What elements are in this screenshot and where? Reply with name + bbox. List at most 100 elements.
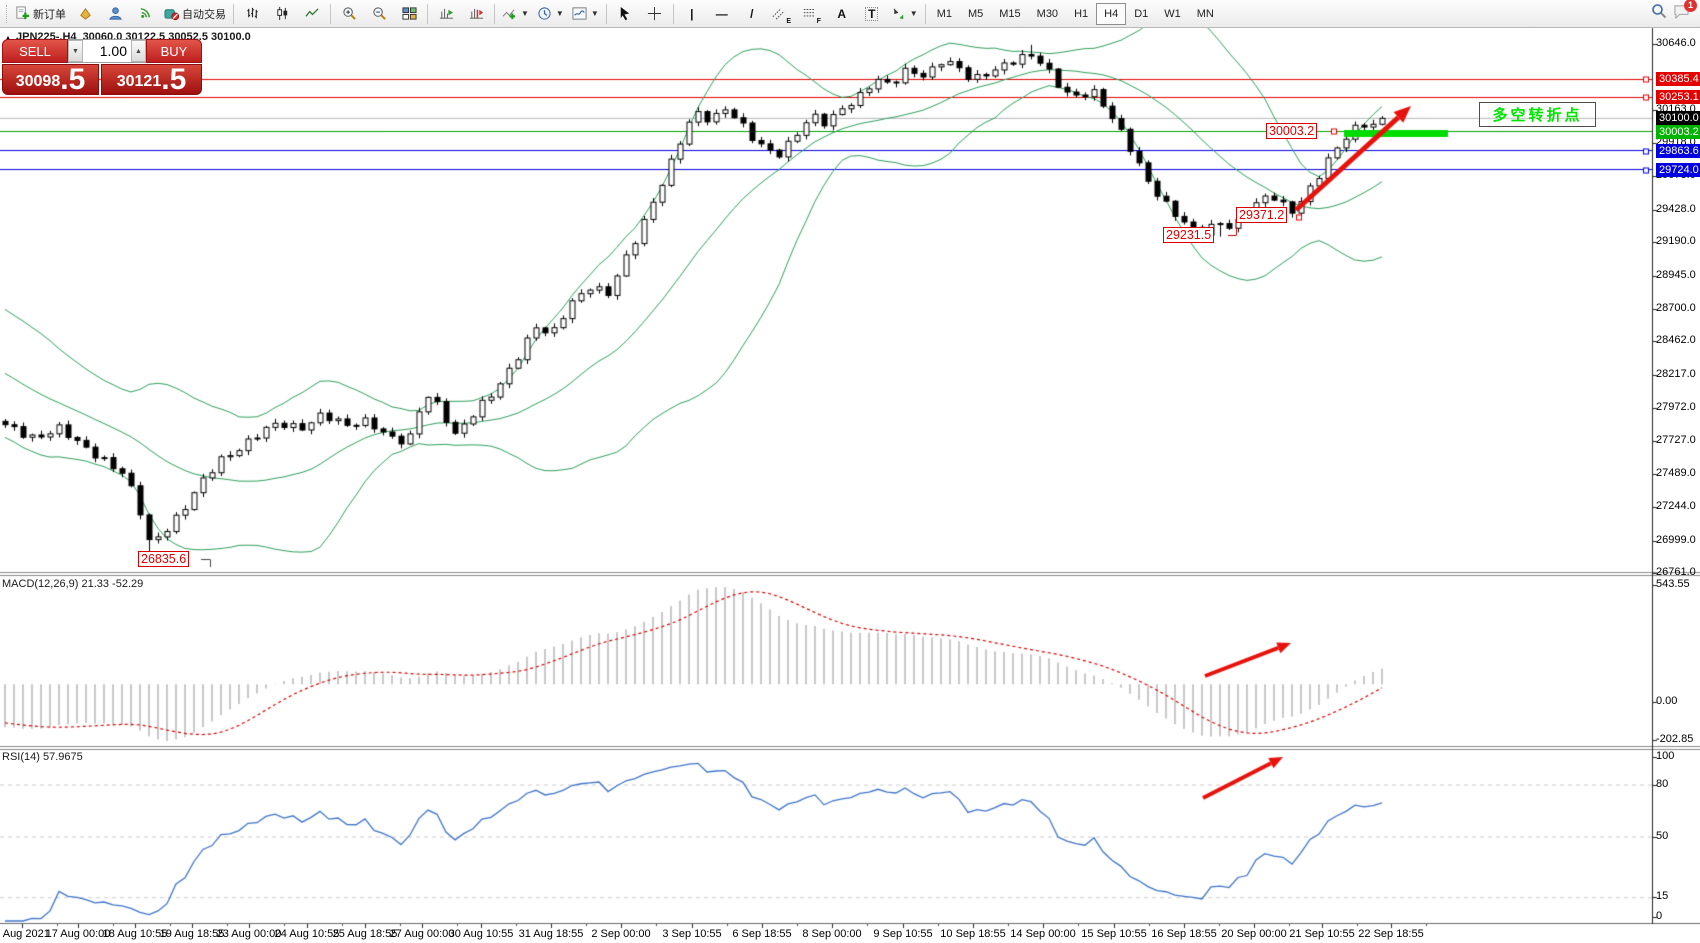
axis-price-label: 30646.0 [1656, 37, 1696, 49]
chart-shift-icon [469, 6, 484, 21]
turning-point-note[interactable]: 多空转折点 [1479, 102, 1596, 127]
date-label: 30 Aug 10:55 [448, 928, 514, 940]
sell-price-display[interactable]: 30098.5 [2, 63, 100, 96]
toolbar-right-group: 1 [1651, 0, 1697, 24]
volume-stepper: ▼ 1.00 ▲ [68, 39, 146, 63]
toolbar-grip [6, 4, 9, 23]
axis-price-label: 15 [1656, 890, 1669, 902]
timeframe-button-w1[interactable]: W1 [1164, 7, 1181, 20]
buy-button[interactable]: BUY [146, 39, 202, 63]
one-click-trade-panel: SELL ▼ 1.00 ▲ BUY 30098.5 30121.5 [2, 39, 202, 95]
timeframe-button-d1[interactable]: D1 [1134, 7, 1149, 20]
axis-price-label: 28217.0 [1656, 367, 1696, 380]
arrows-tool-button[interactable]: ▼ [887, 2, 922, 26]
buy-price-main: 30121 [116, 73, 162, 90]
channel-tag: E [786, 17, 792, 25]
tile-windows-button[interactable] [394, 2, 424, 26]
text-label-tool-button[interactable]: T [857, 2, 887, 26]
trendline-tool-button[interactable]: / [737, 2, 767, 26]
bar-chart-button[interactable] [237, 2, 267, 26]
templates-dropdown-caret[interactable]: ▼ [590, 9, 599, 18]
date-label: 23 Aug 00:00 [216, 928, 282, 940]
text-label-icon: T [865, 6, 879, 21]
auto-scroll-button[interactable] [431, 2, 461, 26]
date-label: 22 Sep 18:55 [1358, 928, 1424, 940]
chat-button[interactable]: 1 [1673, 0, 1697, 24]
new-order-button[interactable]: 新订单 [11, 2, 70, 26]
timeframe-button-mn[interactable]: MN [1196, 7, 1214, 20]
zoom-out-button[interactable] [364, 2, 394, 26]
date-label: 3 Sep 10:55 [662, 928, 722, 940]
date-label: 10 Sep 18:55 [940, 928, 1006, 940]
price-annotation-aug-low[interactable]: 26835.6 [138, 551, 190, 567]
toolbar-separator [494, 3, 495, 24]
date-label: 25 Aug 18:55 [332, 928, 398, 940]
buy-price-pip: .5 [161, 63, 187, 96]
date-label: 14 Sep 00:00 [1010, 928, 1076, 940]
crosshair-icon [647, 6, 662, 21]
indicators-dropdown-caret[interactable]: ▼ [521, 9, 529, 18]
sell-price-pip: .5 [60, 63, 86, 96]
axis-price-label: -202.85 [1656, 733, 1694, 745]
timeframe-button-m30[interactable]: M30 [1036, 7, 1059, 20]
date-label: 21 Sep 10:55 [1289, 928, 1355, 940]
axis-price-label: 0 [1656, 910, 1663, 922]
date-label: 20 Sep 00:00 [1221, 928, 1287, 940]
crosshair-tool-button[interactable] [640, 2, 670, 26]
price-annotation-sep21-low[interactable]: 29371.2 [1236, 207, 1288, 223]
axis-price-label: 28700.0 [1656, 301, 1696, 314]
axis-line-price-label: 30100.0 [1656, 111, 1700, 126]
axis-line-price-label: 29724.0 [1656, 162, 1700, 177]
volume-value[interactable]: 1.00 [83, 40, 131, 62]
cursor-tool-button[interactable] [610, 2, 640, 26]
tile-windows-icon [401, 6, 417, 21]
vertical-line-icon: | [690, 6, 694, 21]
price-annotation-pivot[interactable]: 30003.2 [1266, 123, 1318, 139]
main-toolbar: 新订单 自动交易 [0, 0, 1700, 28]
channel-tool-button[interactable]: E [767, 2, 797, 26]
periods-dropdown-caret[interactable]: ▼ [555, 9, 564, 18]
collapse-icon[interactable]: ▴ [6, 32, 11, 42]
toolbar-separator [427, 3, 428, 24]
volume-increase-button[interactable]: ▲ [131, 40, 146, 62]
profile-icon [108, 6, 123, 21]
text-tool-button[interactable]: A [827, 2, 857, 26]
volume-decrease-button[interactable]: ▼ [68, 40, 83, 62]
periods-button[interactable]: ▼ [533, 2, 568, 26]
line-chart-button[interactable] [297, 2, 327, 26]
chat-badge: 1 [1684, 0, 1697, 12]
horizontal-line-tool-button[interactable]: — [707, 2, 737, 26]
date-label: 9 Sep 10:55 [873, 928, 933, 940]
chart-shift-button[interactable] [461, 2, 491, 26]
signals-icon [138, 6, 153, 21]
timeframe-button-m5[interactable]: M5 [967, 7, 984, 20]
templates-icon [572, 6, 587, 21]
axis-line-price-label: 29863.6 [1656, 143, 1700, 158]
candlestick-button[interactable] [267, 2, 297, 26]
fibonacci-tool-button[interactable]: F [797, 2, 827, 26]
timeframe-button-m15[interactable]: M15 [999, 7, 1021, 20]
rsi-indicator-label: RSI(14) 57.9675 [2, 751, 83, 763]
timeframe-button-h1[interactable]: H1 [1074, 7, 1089, 20]
signals-button[interactable] [130, 2, 160, 26]
auto-trading-button[interactable]: 自动交易 [160, 2, 230, 26]
templates-button[interactable]: ▼ [568, 2, 603, 26]
zoom-in-button[interactable] [334, 2, 364, 26]
history-center-button[interactable] [70, 2, 100, 26]
indicators-button[interactable]: ▼ [498, 2, 533, 26]
price-annotation-sep20-low[interactable]: 29231.5 [1163, 227, 1215, 243]
timeframe-button-m1[interactable]: M1 [936, 7, 952, 20]
equidistant-channel-icon [772, 7, 785, 20]
sell-button[interactable]: SELL [2, 39, 68, 63]
axis-price-label: 26761.0 [1656, 566, 1696, 578]
buy-price-display[interactable]: 30121.5 [101, 64, 202, 95]
axis-line-price-label: 30385.4 [1656, 72, 1700, 87]
auto-trading-icon [164, 6, 179, 21]
profile-button[interactable] [100, 2, 130, 26]
timeframe-button-h4[interactable]: H4 [1096, 2, 1127, 25]
arrows-dropdown-caret[interactable]: ▼ [909, 9, 918, 18]
axis-price-label: 27972.0 [1656, 401, 1696, 414]
vertical-line-tool-button[interactable]: | [677, 2, 707, 26]
search-icon[interactable] [1651, 3, 1667, 24]
